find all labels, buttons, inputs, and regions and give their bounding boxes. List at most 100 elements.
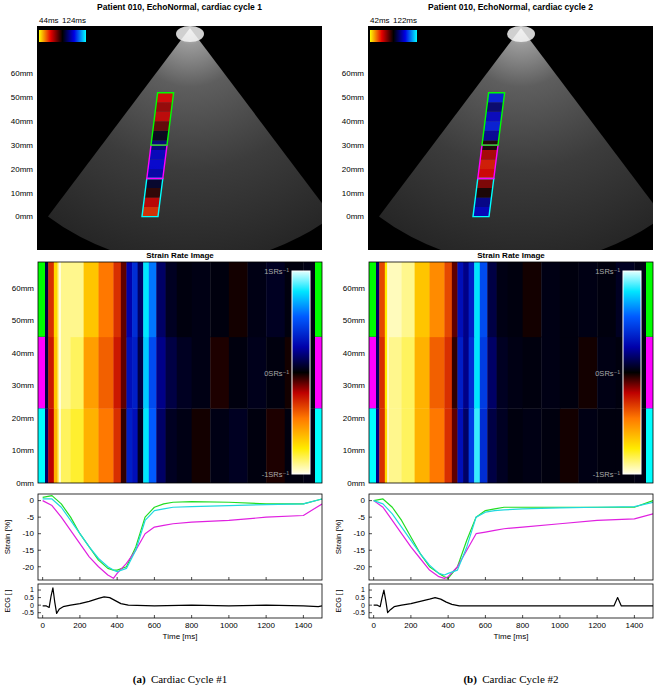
y-tick [38, 517, 41, 518]
heatmap-cell [99, 408, 114, 483]
x-tick [634, 577, 635, 580]
heatmap-cell [474, 262, 480, 337]
y-tick-label: 20mm [11, 165, 34, 174]
heatmap-cell [48, 337, 54, 409]
y-tick-label: 10mm [343, 446, 366, 455]
y-tick-label: 10mm [11, 189, 34, 198]
heatmap-cell [415, 262, 430, 337]
heatmap-cell [229, 337, 248, 409]
echo-apex [176, 26, 204, 42]
y-tick [38, 566, 41, 567]
segment-bar-left [38, 408, 45, 483]
heatmap-cell [149, 337, 157, 409]
heatmap-cell [379, 408, 385, 483]
heatmap-cell [430, 262, 445, 337]
segment-outline [473, 179, 494, 217]
heatmap-cell [132, 262, 138, 337]
image-content [379, 26, 653, 250]
heatmap-cell [560, 337, 579, 409]
y-tick-label: 30mm [12, 381, 35, 390]
x-tick [154, 615, 155, 618]
heatmap-cell [523, 408, 542, 483]
heatmap-cell [452, 337, 458, 409]
y-tick [38, 590, 41, 591]
series-line [374, 501, 653, 575]
x-tick-label: 1000 [220, 621, 238, 630]
timing-cell [473, 207, 490, 217]
segment-bar-left [38, 262, 45, 337]
timing-cell [478, 169, 495, 179]
panel-label: (a) [133, 673, 146, 686]
y-tick-label: 30mm [342, 141, 365, 150]
x-tick-label: 0 [371, 621, 376, 630]
heatmap-cell [138, 337, 144, 409]
y-tick-label: 50mm [343, 316, 366, 325]
heatmap-cell [177, 262, 192, 337]
x-tick [42, 577, 43, 580]
y-tick-label: 0.5 [355, 594, 365, 601]
heatmap [369, 262, 653, 483]
y-axis-title: Strain [%] [334, 520, 343, 555]
heatmap-cell [469, 408, 475, 483]
heatmap-cell [430, 337, 445, 409]
x-tick [522, 615, 523, 618]
timing-cell [483, 131, 500, 141]
y-tick [369, 550, 372, 551]
segment-outline [147, 145, 167, 178]
colorbar-label: 1SRs⁻¹ [595, 267, 620, 276]
colorbar-label: 122ms [393, 16, 417, 25]
y-tick-label: 1 [361, 586, 365, 593]
y-tick-label: -5 [358, 513, 366, 522]
timing-cell [153, 121, 170, 131]
colorbar [292, 271, 310, 474]
y-axis-title: Strain [%] [3, 520, 12, 555]
x-tick [228, 615, 229, 618]
heatmap-cell [84, 408, 99, 483]
timing-cell [156, 93, 173, 103]
x-tick [117, 615, 118, 618]
y-tick-label: -0.5 [353, 609, 365, 616]
heatmap-cell [126, 262, 132, 337]
y-tick [38, 612, 41, 613]
heatmap-cell [389, 262, 402, 337]
heatmap [38, 262, 322, 483]
plot-lines [43, 588, 322, 614]
y-tick-label: 40mm [343, 349, 366, 358]
y-tick-label: 60mm [12, 284, 35, 293]
y-tick-label: 60mm [343, 284, 366, 293]
y-tick-label: -10 [22, 529, 34, 538]
x-tick [117, 577, 118, 580]
series-line [43, 588, 322, 614]
frame [38, 494, 322, 580]
colorbar-label: 44ms [39, 16, 59, 25]
heatmap-cell [457, 337, 463, 409]
y-tick-label: 30mm [11, 141, 34, 150]
x-tick-label: 1200 [257, 621, 275, 630]
x-tick [410, 577, 411, 580]
heatmap-cell [508, 262, 523, 337]
heatmap-cell [444, 408, 452, 483]
onset-line [59, 262, 60, 483]
heatmap-cell [48, 408, 54, 483]
x-tick [266, 577, 267, 580]
heatmap-cell [474, 408, 480, 483]
y-tick-label: -15 [353, 546, 365, 555]
heatmap-cell [132, 337, 138, 409]
timing-cell [144, 188, 161, 198]
echo-sector [48, 28, 322, 250]
y-tick-label: 10mm [12, 446, 35, 455]
heatmap-cell [457, 262, 463, 337]
frame [38, 584, 322, 618]
colorbar-label: -1SRs⁻¹ [262, 470, 290, 479]
heatmap-cell [508, 408, 523, 483]
heatmap-cell [469, 262, 475, 337]
x-tick [154, 577, 155, 580]
y-tick [369, 500, 372, 501]
y-tick-label: 0.5 [24, 594, 34, 601]
y-tick-label: 0mm [346, 212, 364, 221]
heatmap-cell [121, 337, 127, 409]
y-tick-label: 50mm [12, 316, 35, 325]
heatmap-cell [149, 408, 157, 483]
heatmap-cell [523, 262, 542, 337]
colorbar-label: 0SRs⁻¹ [595, 369, 620, 378]
